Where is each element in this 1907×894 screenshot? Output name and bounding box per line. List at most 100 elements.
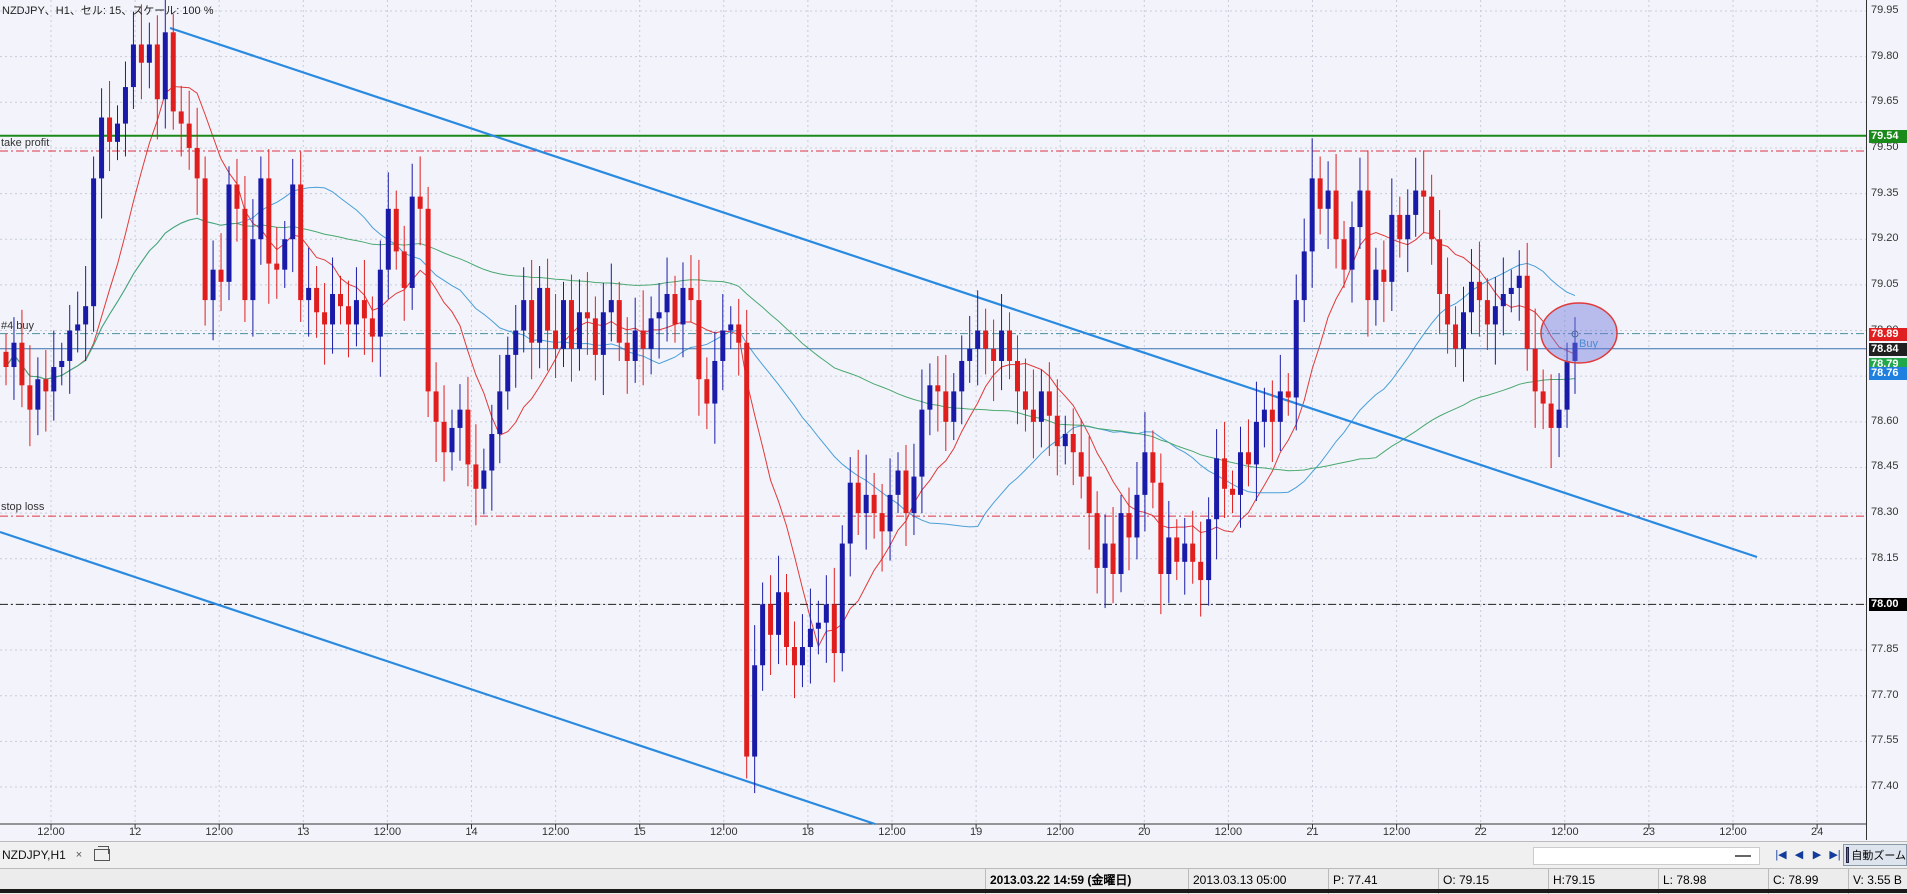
candle-body	[728, 324, 734, 331]
time-tick: 21	[1306, 826, 1319, 838]
candle-body	[879, 513, 885, 532]
close-icon[interactable]: ×	[75, 849, 83, 861]
candle-body	[1261, 409, 1267, 422]
candle-body	[441, 421, 447, 453]
price-tick: 78.30	[1871, 506, 1899, 519]
price-tick: 79.05	[1871, 277, 1899, 290]
time-tick: 12:00	[1046, 826, 1074, 838]
scroll-last-icon[interactable]: ▶|	[1829, 849, 1841, 861]
time-tick: 12:00	[1382, 826, 1411, 838]
candle-body	[393, 208, 399, 252]
candle-body	[624, 342, 630, 361]
time-tick: 24	[1810, 826, 1824, 838]
time-tick: 12:00	[373, 826, 402, 838]
candle-body	[1548, 403, 1554, 428]
candle-body	[1237, 452, 1243, 495]
price-axis[interactable]: 79.9579.8079.6579.5079.3579.2079.0578.90…	[1866, 0, 1907, 840]
candle-body	[768, 604, 774, 635]
candle-body	[1230, 488, 1236, 495]
candle-body	[1198, 561, 1204, 581]
candle-body	[377, 269, 383, 337]
time-tick: 12:00	[205, 826, 233, 838]
candle-body	[1429, 196, 1435, 240]
candle-body	[871, 494, 877, 514]
candle-body	[282, 239, 288, 270]
candle-body	[51, 367, 57, 392]
candle-body	[75, 324, 81, 331]
candle-body	[736, 324, 742, 343]
tab-nzdjpy-h1[interactable]: NZDJPY,H1 ×	[0, 845, 112, 865]
candle-body	[130, 44, 136, 88]
time-tick: 12	[128, 826, 142, 838]
moving-averages	[5, 85, 1576, 648]
candle-body	[1277, 391, 1283, 422]
candle-body	[561, 300, 567, 349]
candle-body	[122, 87, 128, 124]
candle-body	[1118, 513, 1124, 574]
scrollbar-thumb[interactable]	[1735, 855, 1751, 857]
candle-body	[417, 196, 423, 209]
candle-body	[178, 111, 184, 124]
candle-body	[1038, 391, 1044, 422]
candle-body	[314, 287, 320, 313]
candle-body	[505, 354, 511, 392]
candle-body	[584, 312, 590, 319]
buy-highlight	[1540, 302, 1618, 364]
candle-body	[1022, 391, 1028, 410]
status-close: C: 78.99	[1768, 869, 1848, 894]
candle-body	[1309, 178, 1315, 252]
candle-body	[59, 360, 65, 368]
price-badge: 78.84	[1869, 342, 1907, 356]
time-tick: 23	[1642, 826, 1656, 838]
order-label: #4 buy	[1, 320, 35, 332]
candle-body	[1190, 543, 1196, 562]
candle-body	[1046, 391, 1052, 416]
candle-body	[1293, 300, 1299, 398]
stop-loss-label: stop loss	[1, 501, 45, 513]
scroll-next-icon[interactable]: ▶	[1812, 849, 1822, 861]
price-tick: 79.65	[1871, 95, 1899, 108]
candle-body	[640, 330, 646, 349]
candle-body	[616, 300, 622, 343]
status-high: H:79.15	[1548, 869, 1658, 894]
candle-body	[497, 391, 503, 434]
candle-body	[537, 287, 543, 343]
status-low: L: 78.98	[1658, 869, 1768, 894]
candle-body	[1285, 391, 1291, 398]
trend-lines	[0, 26, 1758, 826]
candle-body	[1437, 239, 1443, 295]
candle-body	[975, 330, 981, 349]
candle-body	[43, 379, 49, 392]
price-chart[interactable]	[0, 0, 1866, 840]
candle-body	[1301, 251, 1307, 301]
candle-body	[744, 342, 750, 757]
candle-body	[1516, 275, 1522, 288]
candle-body	[951, 391, 957, 422]
candle-body	[154, 44, 160, 100]
candle-body	[3, 351, 9, 368]
auto-zoom-button[interactable]: 自動ズーム	[1843, 844, 1907, 866]
candle-body	[823, 604, 829, 623]
chart-area[interactable]: NZDJPY、H1、セル: 15、スケール: 100 % take profit…	[0, 0, 1866, 840]
candle-body	[1214, 458, 1220, 520]
candle-body	[1158, 482, 1164, 574]
horizontal-scrollbar[interactable]	[1533, 847, 1760, 865]
time-tick: 12:00	[1551, 826, 1579, 838]
candle-body	[887, 494, 893, 532]
candle-body	[1508, 287, 1514, 295]
candle-body	[1102, 543, 1108, 568]
candle-body	[1094, 513, 1100, 568]
scroll-first-icon[interactable]: |◀	[1775, 849, 1787, 861]
candle-body	[425, 208, 431, 392]
candle-body	[1397, 214, 1403, 240]
window-icon[interactable]	[94, 846, 111, 861]
time-axis[interactable]: 12:00 12 12:00 13 12:00 14 12:00 15 12:00 18 12:00…	[0, 823, 1866, 841]
price-tick: 78.60	[1871, 414, 1899, 427]
time-tick: 14	[465, 826, 478, 838]
candle-body	[1174, 537, 1180, 562]
candle-body	[576, 312, 582, 349]
candle-body	[1134, 494, 1140, 538]
price-tick: 78.15	[1871, 551, 1899, 564]
candle-body	[1030, 409, 1036, 422]
scroll-prev-icon[interactable]: ◀	[1794, 849, 1804, 861]
